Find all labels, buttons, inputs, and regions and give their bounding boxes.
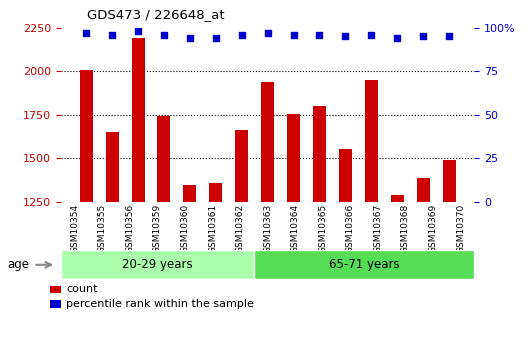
Text: GSM10356: GSM10356	[126, 204, 134, 254]
Text: GSM10368: GSM10368	[401, 204, 410, 254]
Bar	[313, 106, 326, 202]
Point	[186, 35, 194, 41]
Point	[263, 30, 272, 36]
Bar	[417, 178, 430, 202]
Bar	[157, 116, 171, 202]
Bar	[50, 300, 61, 308]
Bar	[287, 114, 300, 202]
Text: age: age	[7, 258, 29, 271]
Bar	[61, 250, 254, 279]
Bar	[183, 185, 197, 202]
Point	[367, 32, 376, 37]
Text: GSM10365: GSM10365	[319, 204, 327, 254]
Point	[419, 33, 427, 39]
Text: GSM10367: GSM10367	[374, 204, 382, 254]
Text: GSM10355: GSM10355	[98, 204, 107, 254]
Text: GDS473 / 226648_at: GDS473 / 226648_at	[87, 8, 225, 21]
Text: GSM10364: GSM10364	[291, 204, 299, 253]
Point	[82, 30, 91, 36]
Text: GSM10363: GSM10363	[263, 204, 272, 254]
Point	[315, 32, 324, 37]
Point	[289, 32, 298, 37]
Bar	[261, 82, 274, 202]
Point	[134, 28, 142, 34]
Point	[393, 35, 402, 41]
Text: GSM10362: GSM10362	[236, 204, 244, 253]
Point	[160, 32, 168, 37]
Bar	[391, 195, 404, 202]
Bar	[443, 160, 456, 202]
Bar	[365, 80, 378, 202]
Point	[445, 33, 453, 39]
Point	[237, 32, 246, 37]
Text: GSM10354: GSM10354	[70, 204, 79, 253]
Text: count: count	[66, 285, 98, 294]
Text: GSM10370: GSM10370	[456, 204, 465, 254]
Point	[341, 33, 350, 39]
Bar	[254, 250, 474, 279]
Text: GSM10360: GSM10360	[181, 204, 189, 254]
Text: GSM10359: GSM10359	[153, 204, 162, 254]
Bar	[339, 149, 352, 202]
Bar	[50, 286, 61, 293]
Bar	[235, 129, 248, 202]
Text: 65-71 years: 65-71 years	[329, 258, 400, 271]
Text: GSM10361: GSM10361	[208, 204, 217, 254]
Bar	[131, 38, 145, 202]
Point	[108, 32, 117, 37]
Text: percentile rank within the sample: percentile rank within the sample	[66, 299, 254, 309]
Point	[211, 35, 220, 41]
Text: GSM10369: GSM10369	[429, 204, 437, 254]
Text: GSM10366: GSM10366	[346, 204, 355, 254]
Bar	[105, 132, 119, 202]
Text: 20-29 years: 20-29 years	[122, 258, 193, 271]
Bar	[80, 70, 93, 202]
Bar	[209, 183, 222, 202]
